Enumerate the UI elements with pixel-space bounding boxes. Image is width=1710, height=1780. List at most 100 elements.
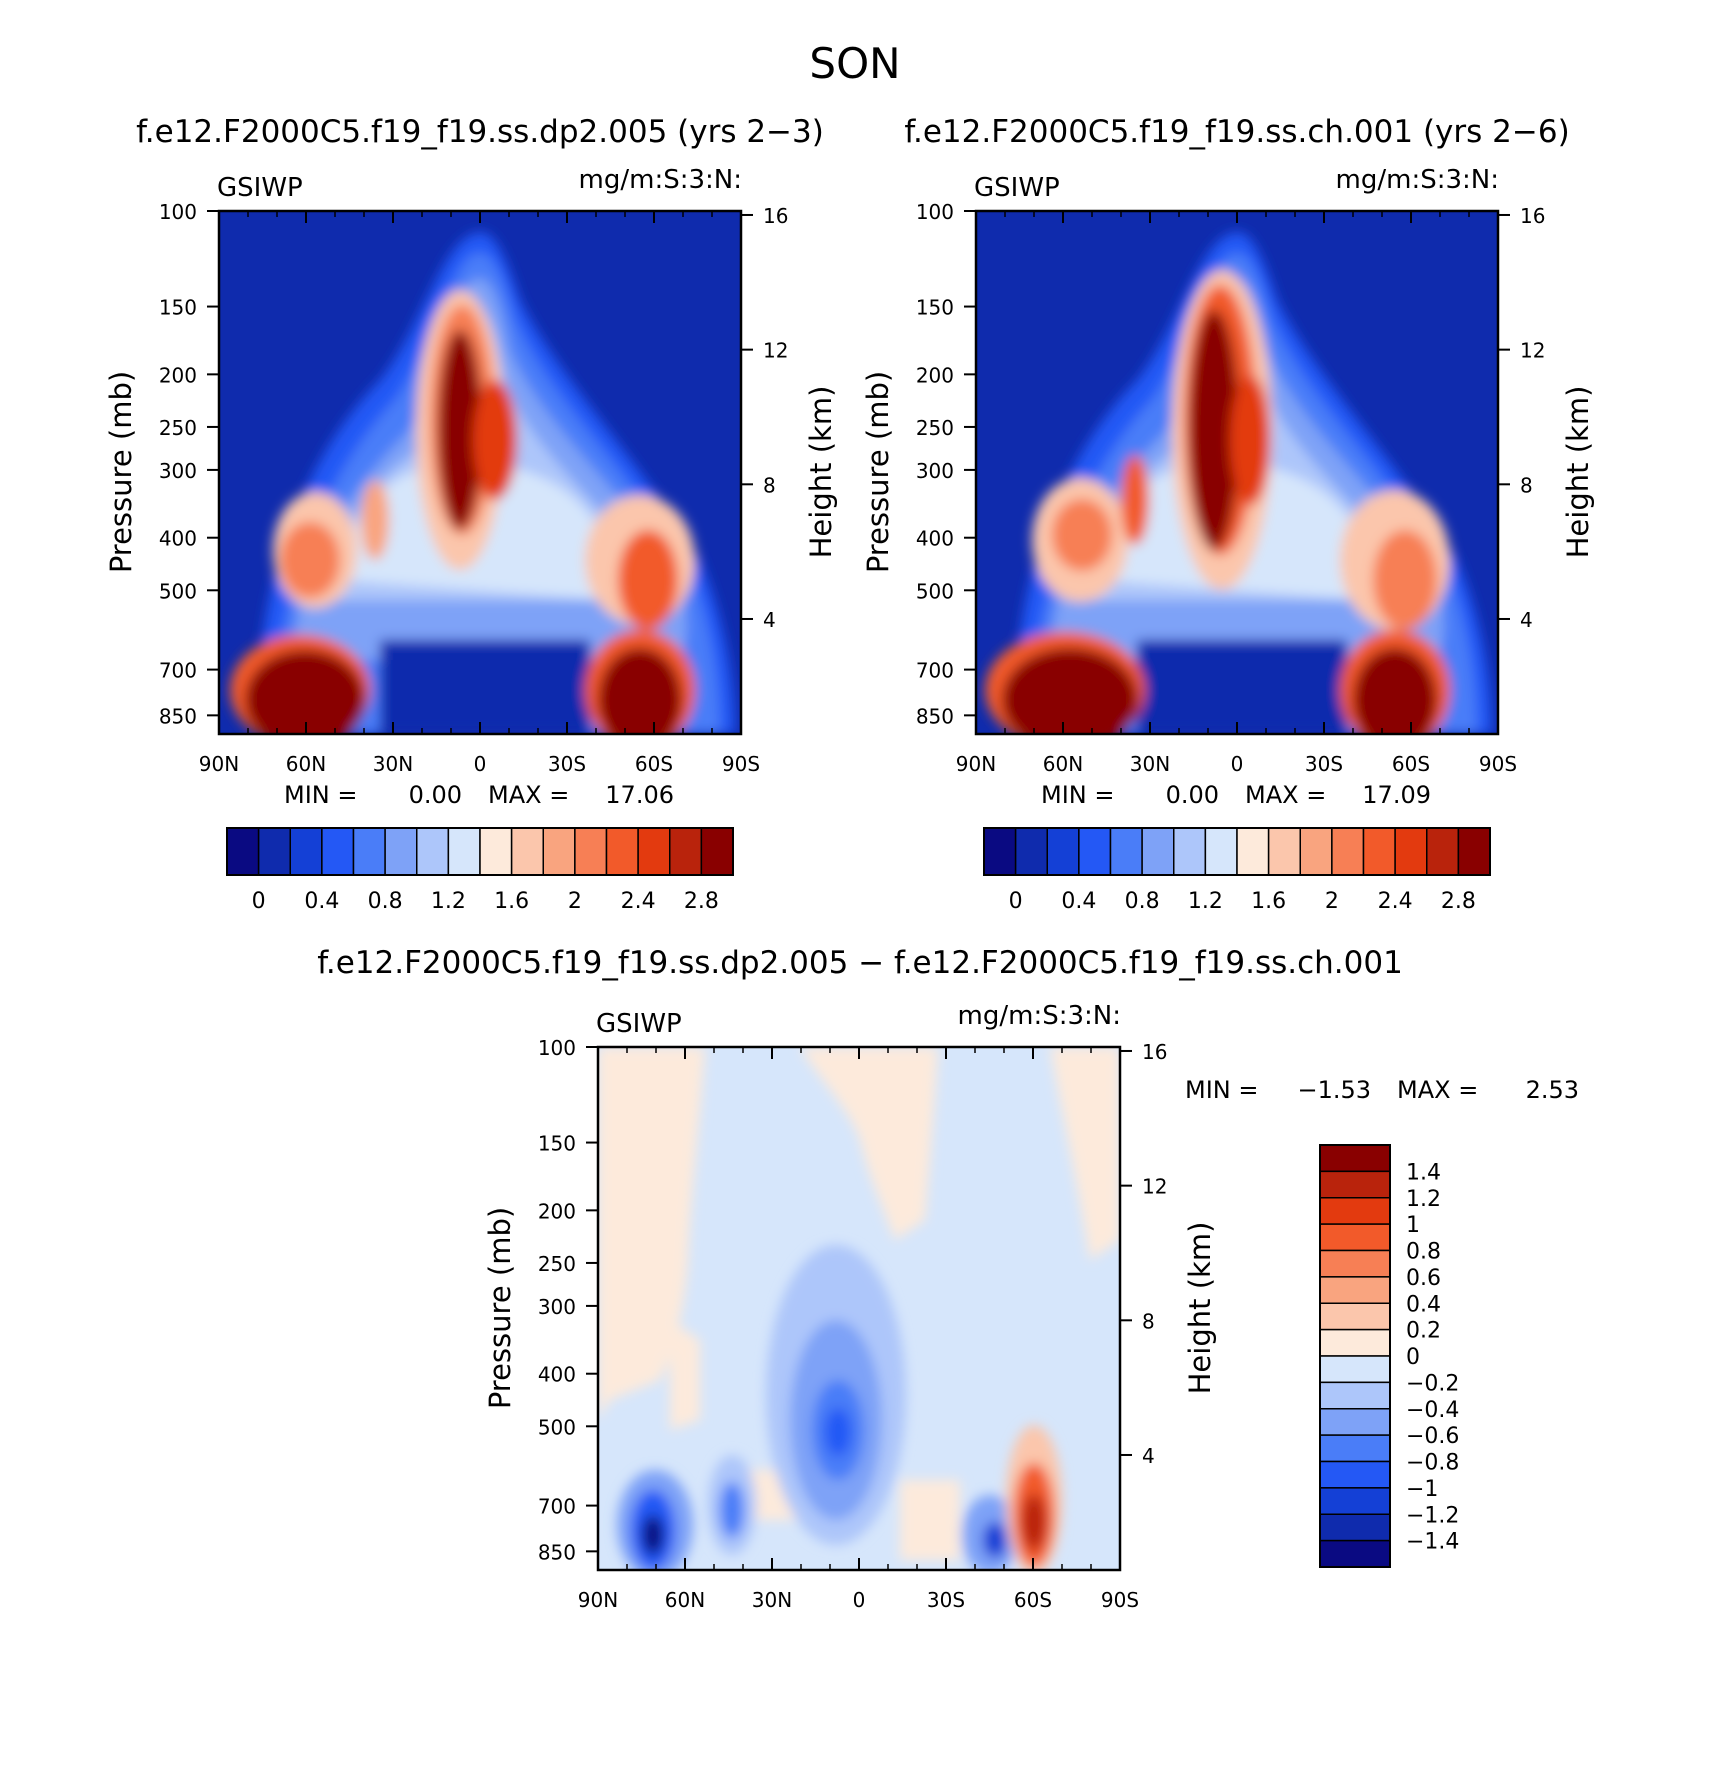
panel-diff-colorbar: 1.41.210.80.60.40.20−0.2−0.4−0.6−0.8−1−1… <box>1319 1144 1459 1568</box>
panel-diff-min-value: −1.53 <box>1297 1076 1371 1104</box>
panel-b-colorbar-swatch <box>1362 827 1396 876</box>
panel-diff-ylabel: Pressure (mb) <box>483 1207 517 1409</box>
panel-a-colorbar-label: 1.2 <box>431 889 466 914</box>
panel-b-x-tick-label: 30S <box>1305 752 1343 776</box>
panel-diff-y-tick-label: 850 <box>538 1540 576 1564</box>
panel-diff-colorbar-label: −0.8 <box>1406 1451 1459 1476</box>
panel-a-y-tick-label: 300 <box>159 459 197 483</box>
panel-b-colorbar-frame <box>983 827 1491 876</box>
panel-diff-heatmap <box>598 1047 1120 1570</box>
panel-diff-colorbar-label: −0.2 <box>1406 1371 1459 1396</box>
panel-a-y-right-tick-label: 4 <box>763 608 776 632</box>
panel-a-colorbar-swatch <box>574 827 608 876</box>
panel-a-colorbar-swatch <box>226 827 260 876</box>
panel-diff-max-value: 2.53 <box>1526 1076 1579 1104</box>
panel-a-colorbar-label: 2.4 <box>621 889 656 914</box>
panel-b-x-ticks: 90N 60N 30N 0 30S 60S 90S <box>956 211 1517 776</box>
panel-diff-units-label: mg/m:S:3:N: <box>958 1001 1121 1031</box>
panel-diff-y-tick-label: 100 <box>538 1036 576 1060</box>
panel-a-colorbar-swatch <box>447 827 481 876</box>
panel-diff-max-label: MAX = <box>1397 1076 1478 1104</box>
panel-a-y-right-tick-label: 8 <box>763 473 776 497</box>
panel-diff-y-right-tick-label: 8 <box>1142 1309 1155 1333</box>
panel-b-colorbar-label: 0.8 <box>1125 889 1160 914</box>
panel-b-y-tick-label: 850 <box>916 704 954 728</box>
panel-b-colorbar-swatch <box>1457 827 1491 876</box>
panel-b-y-right-tick-label: 8 <box>1520 473 1533 497</box>
panel-diff-colorbar-swatch <box>1319 1276 1391 1304</box>
panel-a-colorbar-swatch <box>416 827 450 876</box>
panel-a-colorbar-swatch <box>542 827 576 876</box>
panel-b-ylabel: Pressure (mb) <box>861 371 895 573</box>
panel-a-x-tick-label: 30N <box>373 752 413 776</box>
panel-b-colorbar: 0 0.4 0.8 1.2 1.6 2 2.4 2.8 <box>983 827 1491 914</box>
panel-a-colorbar-swatch <box>510 827 544 876</box>
panel-diff-colorbar-label: −1.4 <box>1406 1530 1459 1555</box>
panel-diff-x-tick-label: 60S <box>1014 1588 1052 1612</box>
panel-b-x-tick-label: 60S <box>1392 752 1430 776</box>
panel-b-y-tick-label: 150 <box>916 296 954 320</box>
panel-b-colorbar-swatch <box>1426 827 1460 876</box>
panel-b-colorbar-swatch <box>1046 827 1080 876</box>
panel-b-x-tick-label: 60N <box>1043 752 1083 776</box>
panel-diff-colorbar-swatch <box>1319 1249 1391 1278</box>
panel-a-colorbar-swatch <box>700 827 734 876</box>
panel-b-colorbar-label: 2 <box>1325 889 1339 914</box>
panel-a-y-tick-label: 500 <box>159 579 197 603</box>
panel-b-units-label: mg/m:S:3:N: <box>1336 165 1499 195</box>
panel-a-colorbar-label: 0.4 <box>304 889 339 914</box>
panel-b-colorbar-swatch <box>1204 827 1238 876</box>
panel-b-colorbar-label: 1.2 <box>1188 889 1223 914</box>
panel-a-colorbar-frame <box>226 827 734 876</box>
panel-a-colorbar-swatch <box>479 827 513 876</box>
panel-diff-y-tick-label: 300 <box>538 1295 576 1319</box>
panel-diff-y-right-tick-label: 12 <box>1142 1175 1167 1199</box>
panel-diff-variable-label: GSIWP <box>596 1009 682 1039</box>
panel-a-y-tick-label: 700 <box>159 659 197 683</box>
panel-a-colorbar-swatch <box>289 827 323 876</box>
panel-diff-x-tick-label: 90N <box>578 1588 618 1612</box>
panel-b-max-label: MAX = <box>1245 781 1326 809</box>
panel-diff-colorbar-swatch <box>1319 1460 1391 1489</box>
panel-diff-colorbar-label: 1.4 <box>1406 1160 1441 1185</box>
panel-a-x-tick-label: 0 <box>474 752 487 776</box>
panel-b-colorbar-label: 0 <box>1009 889 1023 914</box>
panel-diff: f.e12.F2000C5.f19_f19.ss.dp2.005 − f.e12… <box>317 945 1579 1612</box>
panel-diff-colorbar-swatch <box>1319 1170 1391 1199</box>
panel-diff-colorbar-label: −0.4 <box>1406 1398 1459 1423</box>
panel-b-x-tick-label: 30N <box>1130 752 1170 776</box>
panel-diff-colorbar-swatch <box>1319 1539 1391 1568</box>
panel-a-x-tick-label: 90S <box>722 752 760 776</box>
panel-a-x-ticks: 90N 60N 30N 0 30S 60S 90S <box>199 211 760 776</box>
panel-b-colorbar-swatch <box>1236 827 1270 876</box>
panel-b-max-value: 17.09 <box>1362 781 1431 809</box>
panel-b-y-tick-label: 500 <box>916 579 954 603</box>
panel-b-y-tick-label: 100 <box>916 200 954 224</box>
panel-diff-colorbar-label: 0 <box>1406 1345 1420 1370</box>
panel-diff-x-tick-label: 30N <box>752 1588 792 1612</box>
panel-a-y-right-tick-label: 16 <box>763 204 788 228</box>
panel-diff-colorbar-label: 1 <box>1406 1213 1420 1238</box>
panel-diff-x-tick-label: 60N <box>665 1588 705 1612</box>
panel-diff-colorbar-label: 0.4 <box>1406 1292 1441 1317</box>
panel-a-colorbar-swatch <box>321 827 355 876</box>
panel-a-y-ticks-right: 16 12 8 4 <box>741 204 788 632</box>
panel-b-y-right-tick-label: 12 <box>1520 339 1545 363</box>
panel-diff-ylabel-right: Height (km) <box>1183 1222 1217 1395</box>
panel-a-min-value: 0.00 <box>409 781 462 809</box>
panel-diff-y-tick-label: 400 <box>538 1363 576 1387</box>
panel-b-colorbar-swatch <box>1078 827 1112 876</box>
panel-diff-colorbar-swatch <box>1319 1513 1391 1542</box>
panel-diff-x-tick-label: 90S <box>1101 1588 1139 1612</box>
panel-a-y-tick-label: 250 <box>159 416 197 440</box>
panel-b-x-tick-label: 90N <box>956 752 996 776</box>
panel-a-x-tick-label: 60S <box>635 752 673 776</box>
panel-a-colorbar-swatch <box>352 827 386 876</box>
panel-a-x-tick-label: 90N <box>199 752 239 776</box>
panel-a-y-tick-label: 200 <box>159 363 197 387</box>
panel-a-max-value: 17.06 <box>605 781 674 809</box>
panel-b-colorbar-swatch <box>1141 827 1175 876</box>
panel-b-title: f.e12.F2000C5.f19_f19.ss.ch.001 (yrs 2−6… <box>904 114 1569 150</box>
panel-a-x-tick-label: 30S <box>548 752 586 776</box>
